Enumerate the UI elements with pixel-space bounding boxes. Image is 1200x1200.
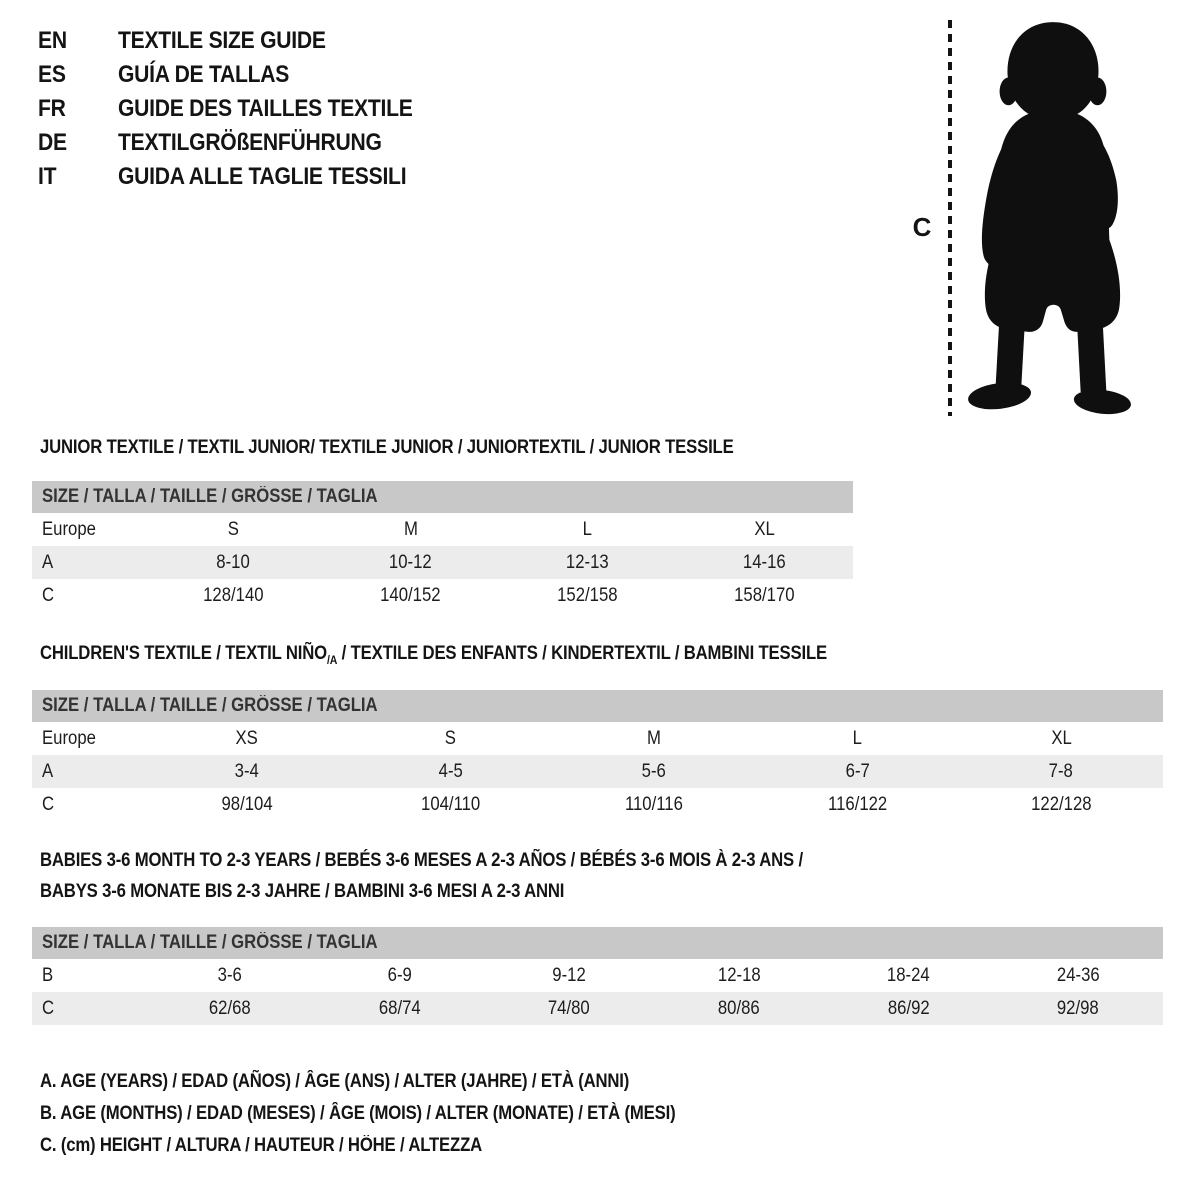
language-title-list: EN TEXTILE SIZE GUIDE ES GUÍA DE TALLAS … bbox=[38, 24, 453, 194]
row-label: A bbox=[42, 761, 54, 782]
size-cell: XL bbox=[754, 519, 775, 540]
table-row: C 98/104 104/110 110/116 116/122 122/128 bbox=[32, 788, 1163, 821]
row-label: C bbox=[42, 585, 55, 606]
baby-silhouette-icon bbox=[968, 22, 1131, 415]
legend-line-c: C. (cm) HEIGHT / ALTURA / HAUTEUR / HÖHE… bbox=[40, 1135, 483, 1156]
table-row: B 3-6 6-9 9-12 12-18 18-24 24-36 bbox=[32, 959, 1163, 992]
size-cell: 8-10 bbox=[216, 552, 251, 573]
lang-row-fr: FR GUIDE DES TAILLES TEXTILE bbox=[38, 92, 453, 126]
size-cell: 9-12 bbox=[552, 965, 586, 986]
row-label: Europe bbox=[42, 728, 96, 749]
size-cell: S bbox=[227, 519, 240, 540]
lang-code: EN bbox=[38, 27, 67, 54]
size-cell: 3-6 bbox=[217, 965, 242, 986]
row-label: B bbox=[42, 965, 54, 986]
row-label: C bbox=[42, 998, 55, 1019]
lang-title: TEXTILE SIZE GUIDE bbox=[118, 27, 326, 54]
size-cell: 4-5 bbox=[438, 761, 463, 782]
table-row: C 62/68 68/74 74/80 80/86 86/92 92/98 bbox=[32, 992, 1163, 1025]
size-cell: 68/74 bbox=[378, 998, 421, 1019]
lang-code: DE bbox=[38, 129, 67, 156]
table-row: Europe XS S M L XL bbox=[32, 722, 1163, 755]
size-cell: 116/122 bbox=[827, 794, 888, 815]
height-measure-label: C bbox=[912, 212, 932, 242]
lang-title: TEXTILGRÖßENFÜHRUNG bbox=[118, 129, 382, 156]
section-heading-junior: JUNIOR TEXTILE / TEXTIL JUNIOR/ TEXTILE … bbox=[40, 437, 734, 458]
legend-line-b: B. AGE (MONTHS) / EDAD (MESES) / ÂGE (MO… bbox=[40, 1103, 676, 1124]
size-cell: 18-24 bbox=[887, 965, 930, 986]
height-measure-line bbox=[948, 20, 952, 416]
junior-table-body: Europe S M L XL A 8-10 10-12 12-13 14-16 C 128/140 1… bbox=[32, 513, 853, 612]
size-cell: 10-12 bbox=[389, 552, 432, 573]
size-cell: 158/170 bbox=[734, 585, 795, 606]
lang-row-en: EN TEXTILE SIZE GUIDE bbox=[38, 24, 453, 58]
size-cell: 5-6 bbox=[641, 761, 667, 782]
row-label: C bbox=[42, 794, 55, 815]
table-row: C 128/140 140/152 152/158 158/170 bbox=[32, 579, 853, 612]
size-cell: 14-16 bbox=[743, 552, 786, 573]
size-cell: 80/86 bbox=[717, 998, 760, 1019]
lang-code: IT bbox=[38, 163, 57, 190]
size-cell: XL bbox=[1050, 728, 1072, 749]
size-header-bar: SIZE / TALLA / TAILLE / GRÖSSE / TAGLIA bbox=[32, 927, 1163, 959]
children-table-body: Europe XS S M L XL A 3-4 4-5 5-6 6-7 7-8 C 98/104 104/… bbox=[32, 722, 1163, 821]
size-cell: 12-18 bbox=[717, 965, 761, 986]
size-cell: 110/116 bbox=[624, 794, 683, 815]
lang-code: ES bbox=[38, 61, 66, 88]
lang-title: GUIDE DES TAILLES TEXTILE bbox=[118, 95, 413, 122]
size-cell: 128/140 bbox=[203, 585, 264, 606]
legend-line-a: A. AGE (YEARS) / EDAD (AÑOS) / ÂGE (ANS)… bbox=[40, 1071, 630, 1092]
lang-code: FR bbox=[38, 95, 66, 122]
size-header-bar: SIZE / TALLA / TAILLE / GRÖSSE / TAGLIA bbox=[32, 481, 853, 513]
size-cell: L bbox=[582, 519, 593, 540]
size-cell: 12-13 bbox=[566, 552, 609, 573]
lang-row-es: ES GUÍA DE TALLAS bbox=[38, 58, 453, 92]
row-label: Europe bbox=[42, 519, 96, 540]
size-cell: 3-4 bbox=[234, 761, 259, 782]
lang-title: GUÍA DE TALLAS bbox=[118, 61, 290, 88]
size-cell: 62/68 bbox=[208, 998, 251, 1019]
size-cell: 24-36 bbox=[1056, 965, 1100, 986]
size-header-bar: SIZE / TALLA / TAILLE / GRÖSSE / TAGLIA bbox=[32, 690, 1163, 722]
size-cell: 98/104 bbox=[221, 794, 273, 815]
size-cell: 7-8 bbox=[1049, 761, 1074, 782]
section-heading-babies: BABIES 3-6 MONTH TO 2-3 YEARS / BEBÉS 3-… bbox=[40, 850, 803, 902]
size-cell: 6-7 bbox=[845, 761, 870, 782]
size-cell: M bbox=[647, 728, 661, 749]
size-cell: 152/158 bbox=[557, 585, 618, 606]
babies-table-body: B 3-6 6-9 9-12 12-18 18-24 24-36 C 62/68 68/74 74/… bbox=[32, 959, 1163, 1025]
size-cell: 86/92 bbox=[887, 998, 930, 1019]
lang-row-de: DE TEXTILGRÖßENFÜHRUNG bbox=[38, 126, 453, 160]
lang-row-it: IT GUIDA ALLE TAGLIE TESSILI bbox=[38, 160, 453, 194]
size-cell: S bbox=[444, 728, 456, 749]
size-cell: 74/80 bbox=[548, 998, 591, 1019]
children-size-table: SIZE / TALLA / TAILLE / GRÖSSE / TAGLIA … bbox=[32, 690, 1163, 821]
size-cell: 104/110 bbox=[420, 794, 480, 815]
lang-title: GUIDA ALLE TAGLIE TESSILI bbox=[118, 163, 407, 190]
size-cell: 122/128 bbox=[1030, 794, 1092, 815]
section-heading-children: CHILDREN'S TEXTILE / TEXTIL NIÑO/A / TEX… bbox=[40, 643, 827, 667]
size-cell: 140/152 bbox=[380, 585, 441, 606]
row-label: A bbox=[42, 552, 54, 573]
junior-size-table: SIZE / TALLA / TAILLE / GRÖSSE / TAGLIA … bbox=[32, 481, 853, 612]
size-cell: L bbox=[852, 728, 863, 749]
babies-size-table: SIZE / TALLA / TAILLE / GRÖSSE / TAGLIA … bbox=[32, 927, 1163, 1025]
measurement-legend: A. AGE (YEARS) / EDAD (AÑOS) / ÂGE (ANS)… bbox=[40, 1066, 762, 1162]
size-cell: M bbox=[403, 519, 418, 540]
size-cell: 92/98 bbox=[1057, 998, 1100, 1019]
table-row: A 8-10 10-12 12-13 14-16 bbox=[32, 546, 853, 579]
table-row: Europe S M L XL bbox=[32, 513, 853, 546]
size-cell: XS bbox=[235, 728, 258, 749]
size-cell: 6-9 bbox=[387, 965, 412, 986]
table-row: A 3-4 4-5 5-6 6-7 7-8 bbox=[32, 755, 1163, 788]
